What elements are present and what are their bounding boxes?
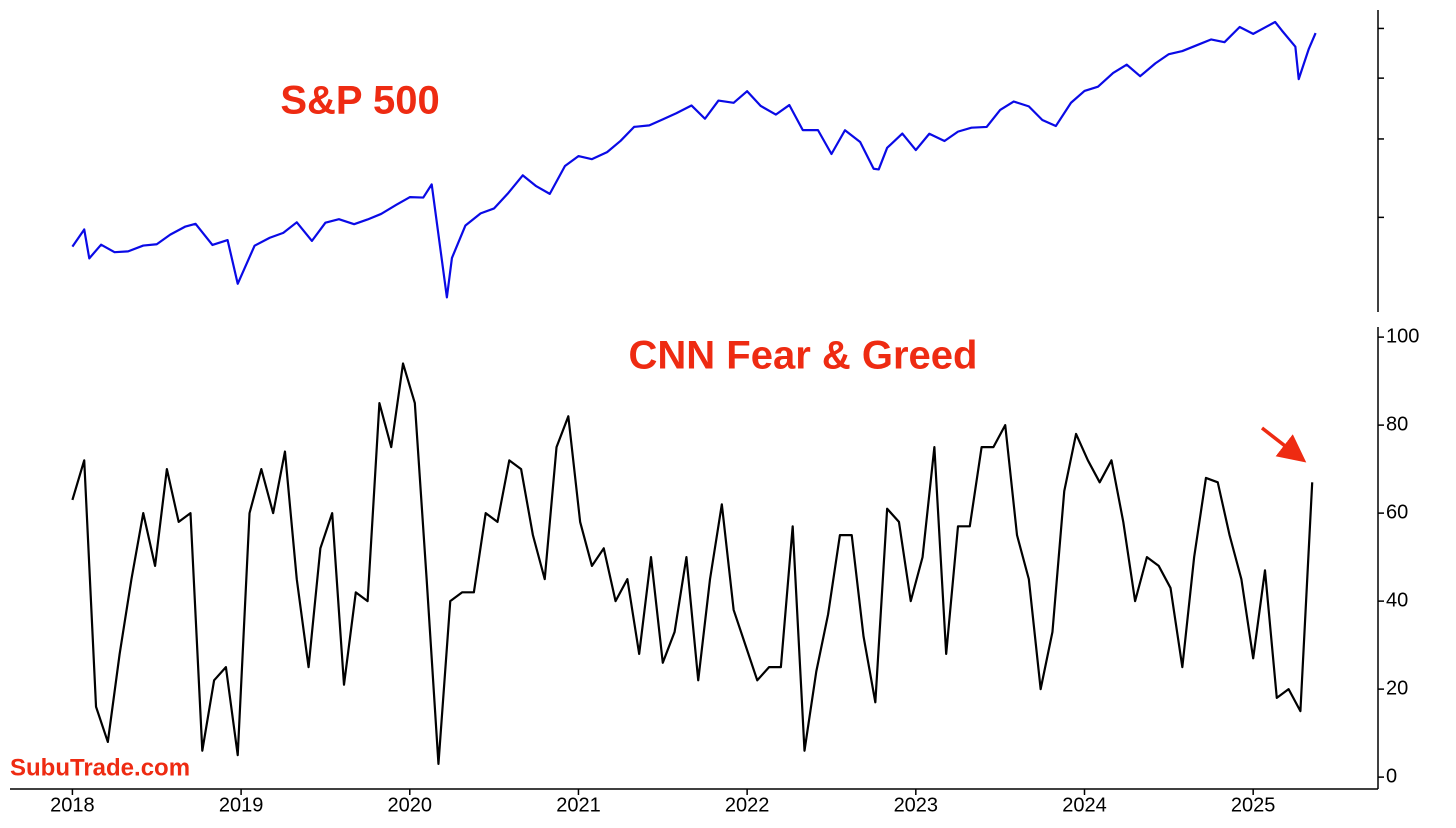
x-tick-label: 2020 (388, 794, 433, 816)
x-tick-label: 2018 (50, 794, 95, 816)
annotation-arrow (1260, 426, 1307, 463)
x-tick-label: 2019 (219, 794, 264, 816)
y-tick-label: 60 (1386, 501, 1408, 523)
watermark: SubuTrade.com (10, 754, 190, 781)
data-line (71, 20, 1317, 299)
y-tick-label: 40 (1386, 589, 1408, 611)
panel-title: CNN Fear & Greed (629, 334, 978, 378)
x-tick-label: 2025 (1231, 794, 1276, 816)
data-line (71, 362, 1314, 766)
y-tick-label: 80 (1386, 413, 1408, 435)
x-tick-label: 2024 (1062, 794, 1107, 816)
x-tick-label: 2021 (556, 794, 601, 816)
x-tick-label: 2023 (894, 794, 939, 816)
x-tick-label: 2022 (725, 794, 770, 816)
y-tick-label: 20 (1386, 677, 1408, 699)
y-tick-label: 100 (1386, 325, 1419, 347)
panel-title: S&P 500 (280, 79, 439, 123)
y-tick-label: 0 (1386, 765, 1397, 787)
